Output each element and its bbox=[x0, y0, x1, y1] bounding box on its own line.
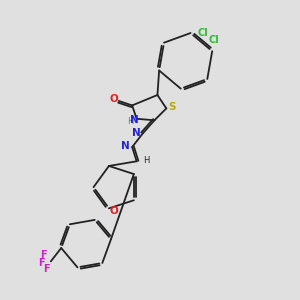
Text: Cl: Cl bbox=[197, 28, 208, 38]
Text: F: F bbox=[40, 250, 47, 260]
Text: N: N bbox=[121, 141, 130, 151]
Text: S: S bbox=[168, 103, 176, 112]
Text: F: F bbox=[39, 258, 45, 268]
Text: H: H bbox=[127, 117, 133, 126]
Text: O: O bbox=[109, 94, 118, 104]
Text: F: F bbox=[43, 264, 50, 274]
Text: H: H bbox=[143, 156, 149, 165]
Text: O: O bbox=[110, 206, 119, 216]
Text: N: N bbox=[132, 128, 140, 138]
Text: N: N bbox=[130, 115, 139, 125]
Text: Cl: Cl bbox=[208, 34, 219, 45]
